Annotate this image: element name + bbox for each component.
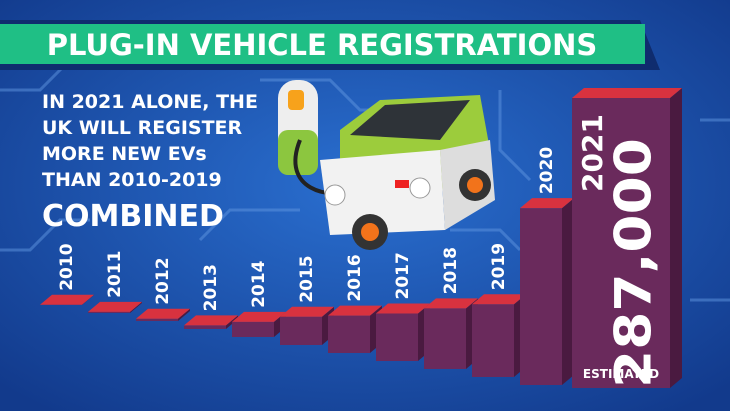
bar-top [328, 305, 382, 316]
bar [88, 311, 130, 313]
bar-top [472, 294, 526, 305]
bar-top [136, 308, 190, 319]
bar-top [184, 315, 238, 326]
annotation-line: MORE NEW EVs [42, 143, 207, 165]
x-tick-label: 2019 [489, 243, 509, 290]
bar-top [232, 311, 286, 322]
bar [328, 315, 370, 353]
estimate-label: ESTIMATED [583, 367, 659, 381]
x-tick-label: 2017 [393, 252, 413, 299]
bar-top [280, 306, 334, 317]
bar [136, 318, 178, 321]
bar-top [520, 198, 574, 209]
bar-side [562, 198, 574, 385]
bar-side [130, 301, 142, 313]
x-tick-label: 2018 [441, 247, 461, 294]
chart-title: PLUG-IN VEHICLE REGISTRATIONS [47, 28, 598, 62]
value-label: 287,000 [605, 138, 663, 388]
bar [472, 304, 514, 377]
bar [280, 316, 322, 345]
bar-top [572, 88, 682, 98]
annotation-line: UK WILL REGISTER [42, 117, 243, 139]
annotation-line: IN 2021 ALONE, THE [42, 91, 258, 113]
bar [424, 308, 466, 369]
bars: 2010 2011 2012 2013 2014 2015 2016 2017 2018 2019… [40, 88, 682, 388]
bar-side [178, 308, 190, 321]
bar [184, 325, 226, 329]
bar-side [670, 88, 682, 388]
car-illustration [278, 80, 495, 250]
annotation-line: THAN 2010-2019 [42, 169, 222, 191]
x-tick-label: 2016 [345, 254, 365, 301]
circuit-lines [0, 58, 730, 302]
x-tick-label: 2013 [201, 264, 221, 311]
bar [232, 321, 274, 337]
bar [376, 313, 418, 361]
annotation: IN 2021 ALONE, THE UK WILL REGISTER MORE N… [42, 91, 258, 234]
bar [572, 98, 670, 388]
x-tick-label: 2010 [57, 243, 77, 290]
x-tick-label: 2014 [249, 260, 269, 307]
bar-top [376, 303, 430, 314]
annotation-emphasis: COMBINED [42, 199, 224, 234]
x-tick-label: 2011 [105, 251, 125, 298]
bar-side [82, 294, 94, 305]
bar [520, 208, 562, 385]
bar-top [424, 298, 478, 309]
x-tick-label: 2015 [297, 255, 317, 302]
x-tick-label: 2021 [576, 114, 609, 192]
x-tick-label: 2020 [537, 147, 557, 194]
bar-top [40, 294, 94, 305]
bar-top [88, 301, 142, 312]
x-tick-label: 2012 [153, 257, 173, 304]
title-banner [0, 24, 645, 64]
